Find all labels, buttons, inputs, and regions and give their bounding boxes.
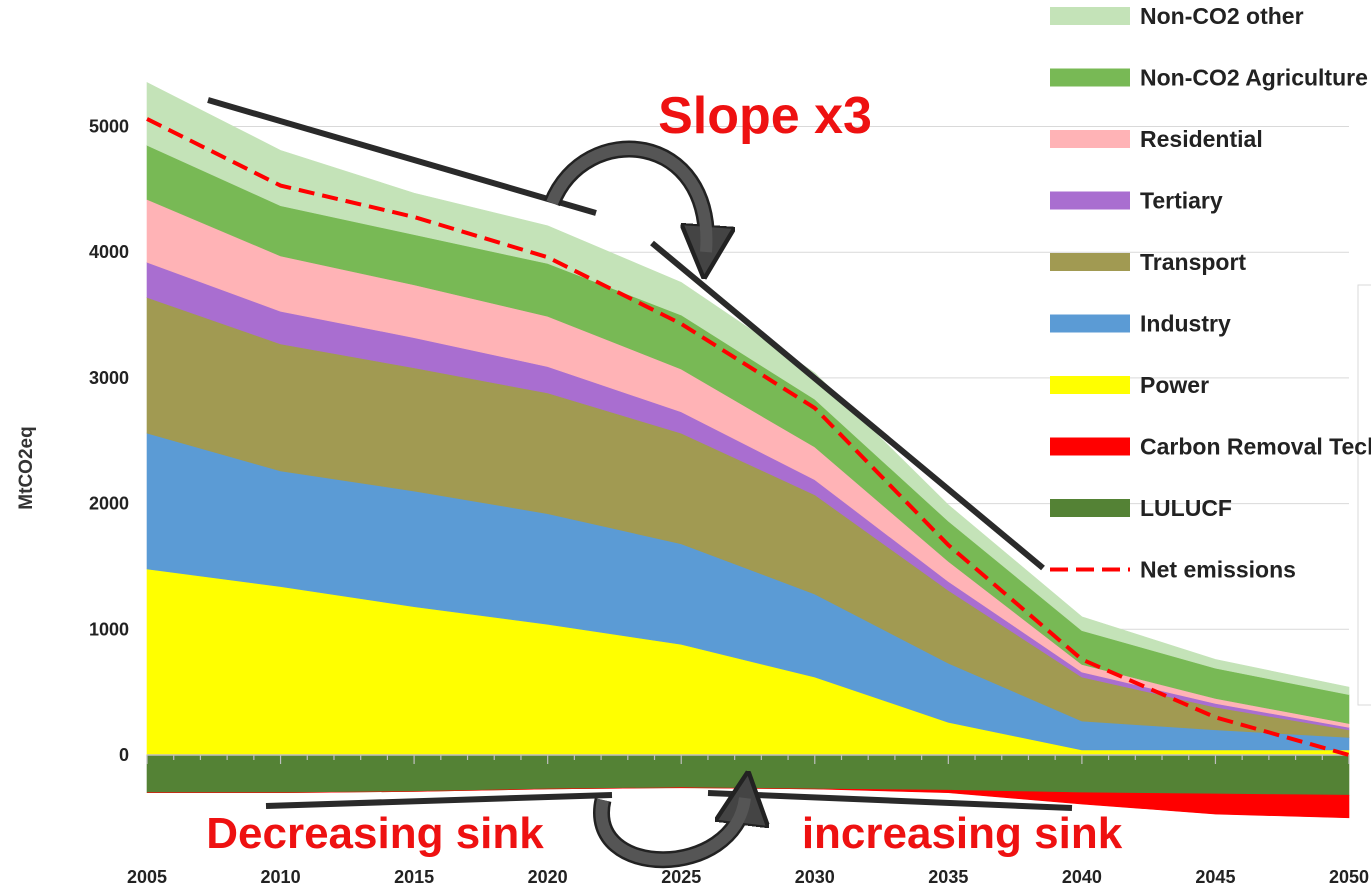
legend-label: LULUCF	[1140, 495, 1232, 521]
annotation-decreasing-sink: Decreasing sink	[206, 809, 544, 858]
x-tick-label-2005: 2005	[127, 867, 167, 887]
area-carbon-removal-technologies	[147, 787, 1350, 819]
legend-item-residential: Residential	[1050, 126, 1263, 152]
y-tick-label-0: 0	[119, 745, 129, 765]
y-tick-label-5000: 5000	[89, 117, 129, 137]
legend: Non-CO2 other Non-CO2 Agriculture Resident…	[1050, 3, 1371, 583]
curved-arrow-bottom-inner-icon	[595, 796, 751, 866]
y-axis: 0 1000 2000 3000 4000 5000	[89, 117, 129, 766]
legend-item-carbon-removal-technologies: Carbon Removal Technologies	[1050, 434, 1371, 460]
legend-item-transport: Transport	[1050, 249, 1246, 275]
area-lulucf	[146, 754, 1350, 796]
legend-swatch	[1050, 437, 1130, 456]
x-tick-label-2050: 2050	[1329, 867, 1369, 887]
legend-item-power: Power	[1050, 372, 1209, 398]
net-emissions-layer	[146, 117, 1350, 757]
legend-label: Tertiary	[1140, 188, 1223, 214]
slope-line-early	[207, 97, 597, 216]
legend-label: Carbon Removal Technologies	[1140, 434, 1371, 460]
x-tick-labels: 2005 2010 2015 2020 2025 2030 2035 2040 2045 2050	[127, 867, 1369, 887]
legend-label: Transport	[1140, 249, 1246, 275]
legend-swatch	[1050, 253, 1130, 271]
x-tick-label-2015: 2015	[394, 867, 434, 887]
legend-item-lulucf: LULUCF	[1050, 495, 1232, 521]
line-net-emissions	[146, 117, 1350, 757]
annotation-slope: Slope x3	[658, 87, 872, 145]
y-tick-label-3000: 3000	[89, 368, 129, 388]
chart-area-border	[1357, 284, 1371, 706]
legend-item-industry: Industry	[1050, 311, 1231, 337]
legend-label: Non-CO2 Agriculture	[1140, 65, 1368, 91]
legend-swatch	[1050, 191, 1130, 210]
legend-swatch	[1050, 376, 1130, 394]
legend-swatch	[1050, 130, 1130, 148]
legend-swatch	[1050, 7, 1130, 25]
legend-swatch	[1050, 499, 1130, 517]
x-tick-label-2030: 2030	[795, 867, 835, 887]
area-non-co2-other	[146, 82, 1350, 696]
x-tick-label-2045: 2045	[1195, 867, 1235, 887]
sink-line-early	[265, 792, 613, 809]
legend-label: Power	[1140, 372, 1209, 398]
legend-label: Net emissions	[1140, 557, 1296, 583]
slope-line-late	[650, 240, 1045, 571]
x-tick-label-2010: 2010	[261, 867, 301, 887]
legend-item-tertiary: Tertiary	[1050, 188, 1223, 214]
x-axis	[146, 754, 1350, 764]
curved-arrow-top-inner-icon	[546, 143, 713, 253]
legend-label: Non-CO2 other	[1140, 3, 1304, 29]
legend-item-net-emissions: Net emissions	[1050, 557, 1296, 583]
legend-label: Industry	[1140, 311, 1231, 337]
x-tick-label-2040: 2040	[1062, 867, 1102, 887]
legend-item-non-co2-other: Non-CO2 other	[1050, 3, 1304, 29]
y-tick-label-1000: 1000	[89, 619, 129, 639]
y-axis-label: MtCO2eq	[16, 426, 37, 509]
legend-swatch	[1050, 314, 1130, 333]
legend-label: Residential	[1140, 126, 1263, 152]
legend-item-non-co2-agriculture: Non-CO2 Agriculture	[1050, 65, 1368, 91]
y-tick-label-4000: 4000	[89, 242, 129, 262]
x-tick-label-2025: 2025	[661, 867, 701, 887]
annotation-increasing-sink: increasing sink	[802, 809, 1123, 858]
x-tick-label-2035: 2035	[928, 867, 968, 887]
slope-lines	[207, 97, 1073, 869]
x-tick-label-2020: 2020	[528, 867, 568, 887]
stacked-areas	[146, 82, 1350, 756]
y-tick-label-2000: 2000	[89, 494, 129, 514]
legend-swatch	[1050, 68, 1130, 87]
